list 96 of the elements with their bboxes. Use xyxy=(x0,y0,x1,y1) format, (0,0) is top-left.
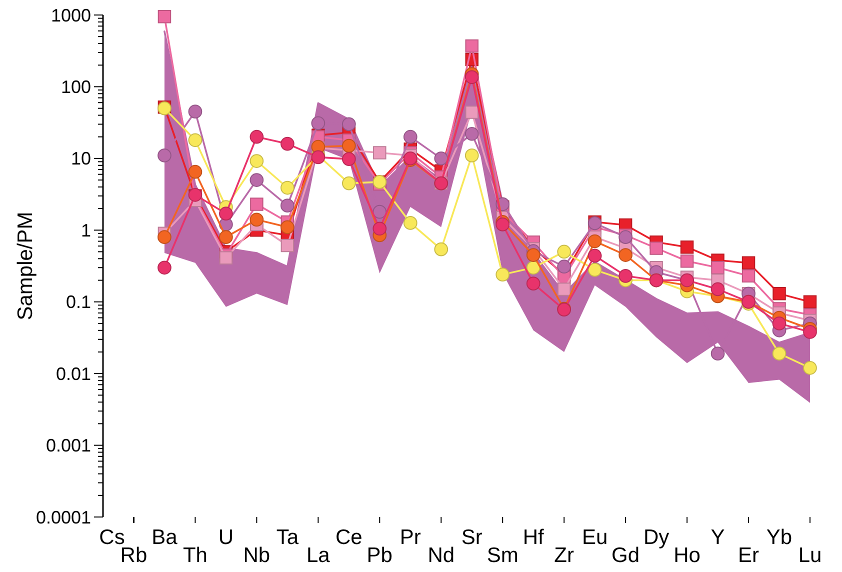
point xyxy=(342,138,356,153)
point xyxy=(250,130,264,144)
x-tick-label: Zr xyxy=(554,544,574,567)
point xyxy=(403,216,418,230)
point xyxy=(219,251,233,265)
x-tick-label: Ce xyxy=(335,526,362,549)
point xyxy=(650,242,663,255)
point xyxy=(280,180,294,195)
point xyxy=(342,152,356,166)
point xyxy=(280,220,294,234)
point xyxy=(280,198,294,213)
x-tick-label: Pb xyxy=(366,544,392,567)
point xyxy=(588,262,602,277)
point xyxy=(526,260,540,275)
point xyxy=(434,242,448,256)
point xyxy=(188,164,202,179)
point xyxy=(742,256,756,270)
x-tick-label: Yb xyxy=(766,526,792,549)
point xyxy=(803,325,817,339)
x-tick-label: Sm xyxy=(486,544,518,567)
point xyxy=(772,346,786,360)
point xyxy=(588,234,602,248)
point xyxy=(158,10,172,24)
point xyxy=(219,206,233,221)
x-tick-label: Ba xyxy=(152,526,178,549)
point xyxy=(311,116,326,130)
y-tick-label: 0.0001 xyxy=(36,507,91,528)
point xyxy=(588,248,602,263)
point xyxy=(188,133,202,148)
point xyxy=(250,173,264,187)
point xyxy=(618,230,632,244)
x-tick-label: Pr xyxy=(400,526,421,549)
point xyxy=(158,230,172,244)
point xyxy=(557,282,571,296)
point xyxy=(711,261,724,274)
point xyxy=(803,295,817,308)
x-tick-label: Th xyxy=(182,544,208,567)
point xyxy=(464,70,479,84)
x-tick-label: Sr xyxy=(461,526,482,549)
point xyxy=(372,204,387,219)
x-tick-label: Lu xyxy=(798,544,822,567)
point xyxy=(219,230,233,244)
y-tick-label: 1000 xyxy=(50,5,91,26)
x-tick-label: Dy xyxy=(643,526,670,549)
x-tick-label: Er xyxy=(738,544,760,567)
y-tick-label: 100 xyxy=(60,77,91,98)
point xyxy=(557,260,572,274)
x-tick-label: La xyxy=(306,544,330,567)
x-tick-label: U xyxy=(218,526,234,549)
point xyxy=(618,268,632,283)
point xyxy=(465,106,478,119)
y-tick-label: 0.1 xyxy=(66,292,91,312)
point xyxy=(373,146,386,160)
point xyxy=(158,148,172,162)
y-axis-title: Sample/PM xyxy=(14,212,37,320)
point xyxy=(342,117,356,132)
x-tick-label: Ho xyxy=(674,544,700,567)
point xyxy=(710,346,725,360)
point xyxy=(496,268,510,282)
point xyxy=(372,222,387,236)
point xyxy=(250,212,264,227)
x-tick-label: Hf xyxy=(522,526,544,549)
point xyxy=(188,104,202,119)
point xyxy=(250,198,264,211)
point xyxy=(464,126,479,141)
x-tick-label: Ta xyxy=(276,526,299,549)
x-tick-label: Gd xyxy=(612,544,640,567)
y-tick-label: 0.001 xyxy=(46,436,91,456)
y-tick-label: 10 xyxy=(70,148,91,169)
point xyxy=(342,176,356,190)
point xyxy=(742,269,756,283)
x-tick-label: Y xyxy=(710,526,725,549)
point xyxy=(250,154,264,168)
point xyxy=(465,39,478,53)
point xyxy=(403,130,418,144)
point xyxy=(158,260,172,275)
point xyxy=(464,148,479,162)
point xyxy=(803,360,817,375)
point xyxy=(710,282,725,296)
point xyxy=(618,248,632,262)
point xyxy=(772,316,786,330)
point xyxy=(496,218,510,232)
x-tick-label: Nb xyxy=(243,544,270,567)
point xyxy=(526,276,540,290)
point xyxy=(434,152,448,166)
y-tick-label: 0.01 xyxy=(56,364,91,384)
point xyxy=(680,240,694,254)
point xyxy=(280,238,294,252)
y-tick-label: 1 xyxy=(80,220,91,240)
point xyxy=(526,248,540,262)
x-tick-label: Nd xyxy=(428,544,455,567)
x-tick-label: Eu xyxy=(582,526,608,549)
point xyxy=(557,244,572,259)
point xyxy=(772,287,786,300)
point xyxy=(680,254,694,268)
point xyxy=(280,136,294,151)
